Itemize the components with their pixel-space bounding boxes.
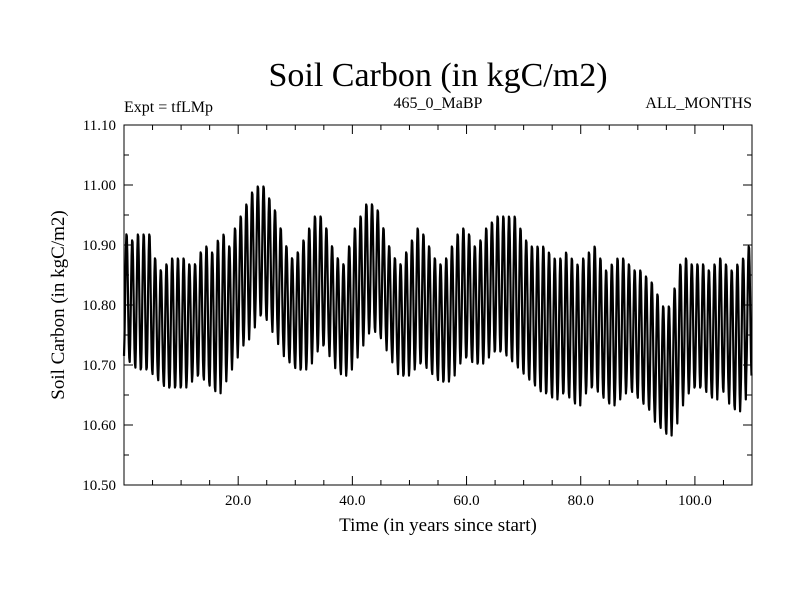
series-layer xyxy=(122,185,753,437)
x-axis: 20.0 40.0 60.0 80.0 100.0 xyxy=(152,125,724,509)
y-tick-label: 11.00 xyxy=(83,178,116,194)
x-axis-label: Time (in years since start) xyxy=(339,515,537,536)
experiment-label: Expt = tfLMp xyxy=(124,99,213,116)
y-axis: 10.50 10.60 10.70 10.80 10.90 11.00 11.10 xyxy=(82,118,752,494)
y-tick-label: 10.70 xyxy=(82,358,116,374)
y-tick-label: 10.90 xyxy=(82,238,116,254)
y-axis-label: Soil Carbon (in kgC/m2) xyxy=(48,210,69,399)
y-tick-label: 10.50 xyxy=(82,478,116,494)
y-tick-label: 11.10 xyxy=(83,118,116,134)
x-tick-label: 100.0 xyxy=(678,493,712,509)
y-tick-label: 10.80 xyxy=(82,298,116,314)
x-tick-label: 40.0 xyxy=(339,493,365,509)
x-tick-label: 20.0 xyxy=(225,493,251,509)
months-label: ALL_MONTHS xyxy=(645,95,752,112)
x-tick-label: 80.0 xyxy=(568,493,594,509)
series-line-soil-carbon xyxy=(122,185,753,437)
x-tick-label: 60.0 xyxy=(453,493,479,509)
run-label: 465_0_MaBP xyxy=(394,95,483,112)
chart-title: Soil Carbon (in kgC/m2) xyxy=(268,57,607,94)
y-tick-label: 10.60 xyxy=(82,418,116,434)
plot-area: 20.0 40.0 60.0 80.0 100.0 10.5010.6010.7010.… xyxy=(82,118,753,509)
